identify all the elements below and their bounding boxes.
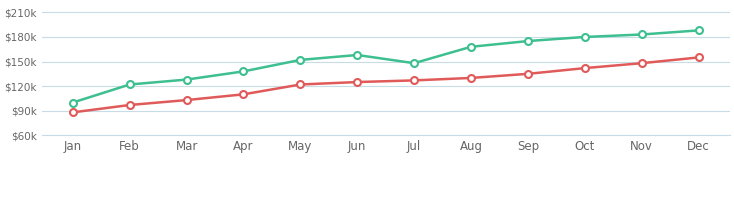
Revenue	[410, 62, 418, 64]
Expenses	[353, 81, 362, 83]
Expenses	[68, 111, 77, 114]
Revenue	[523, 40, 532, 42]
Revenue	[296, 59, 305, 61]
Revenue	[637, 33, 646, 36]
Revenue	[467, 46, 476, 48]
Expenses	[467, 77, 476, 79]
Revenue	[694, 29, 703, 32]
Expenses	[637, 62, 646, 64]
Expenses	[126, 104, 134, 106]
Expenses	[581, 67, 589, 69]
Line: Revenue: Revenue	[69, 27, 702, 106]
Revenue	[182, 78, 191, 81]
Revenue	[126, 83, 134, 86]
Line: Expenses: Expenses	[69, 54, 702, 116]
Revenue	[68, 101, 77, 104]
Revenue	[353, 54, 362, 56]
Expenses	[523, 73, 532, 75]
Expenses	[182, 99, 191, 101]
Expenses	[296, 83, 305, 86]
Revenue	[239, 70, 248, 73]
Revenue	[581, 36, 589, 38]
Expenses	[410, 79, 418, 82]
Expenses	[694, 56, 703, 59]
Expenses	[239, 93, 248, 96]
